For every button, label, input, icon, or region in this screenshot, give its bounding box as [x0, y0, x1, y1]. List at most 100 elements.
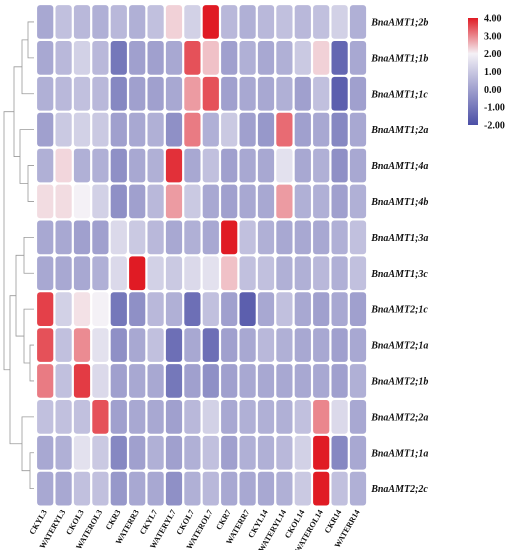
heatmap-cell [37, 292, 54, 326]
heatmap-cell [221, 41, 238, 75]
heatmap-cell [73, 435, 91, 470]
heatmap-cell [202, 148, 219, 183]
heatmap-cell [129, 364, 146, 398]
heatmap-cell [184, 400, 201, 434]
heatmap-cell [37, 471, 54, 506]
row-labels: BnaAMT1;2b BnaAMT1;1b BnaAMT1;1c BnaAMT1;2a… [370, 17, 428, 495]
dendrogram-branch [19, 129, 34, 184]
heatmap-cell [37, 112, 54, 147]
heatmap-cell [184, 112, 201, 147]
heatmap-cell [349, 41, 367, 75]
heatmap-cell [165, 220, 183, 255]
heatmap-cell [221, 76, 238, 111]
heatmap-cell [184, 471, 201, 506]
heatmap-cell [349, 112, 367, 147]
heatmap-cell [294, 112, 311, 147]
heatmap-cell [129, 112, 146, 147]
heatmap-cell [55, 5, 72, 39]
heatmap-cell [165, 76, 183, 111]
heatmap-cell [313, 41, 330, 75]
heatmap-cell [184, 220, 201, 255]
heatmap-cell [37, 435, 54, 470]
heatmap-cell [313, 364, 330, 398]
heatmap-cell [276, 328, 293, 362]
heatmap-cell [221, 148, 238, 183]
heatmap-cell [55, 471, 72, 506]
heatmap-cell [92, 400, 109, 434]
heatmap-cell [276, 76, 293, 111]
heatmap-cell [331, 184, 348, 219]
heatmap-cell [92, 292, 109, 326]
heatmap-cell [221, 471, 238, 506]
row-label: BnaAMT1;2a [370, 125, 428, 136]
heatmap-cell [257, 292, 275, 326]
heatmap-cell [37, 148, 54, 183]
heatmap-cell [257, 435, 275, 470]
heatmap-cell [294, 5, 311, 39]
heatmap-cell [257, 5, 275, 39]
heatmap-cell [313, 5, 330, 39]
heatmap-cell [257, 220, 275, 255]
heatmap-cell [276, 148, 293, 183]
row-label: BnaAMT2;1a [370, 341, 428, 352]
heatmap-cell [221, 5, 238, 39]
heatmap-cell [239, 220, 256, 255]
heatmap-cell [147, 5, 164, 39]
heatmap-cell [37, 400, 54, 434]
heatmap-cell [92, 220, 109, 255]
color-scale-bar [468, 18, 478, 125]
heatmap-cell [202, 112, 219, 147]
heatmap-cell [331, 400, 348, 434]
heatmap-cell [184, 148, 201, 183]
heatmap-cell [349, 184, 367, 219]
heatmap-cell [110, 256, 127, 291]
heatmap-cell [239, 184, 256, 219]
heatmap-cell [147, 148, 164, 183]
heatmap-cell [349, 76, 367, 111]
heatmap-cell [313, 76, 330, 111]
heatmap-cell [331, 5, 348, 39]
heatmap-cell [202, 292, 219, 326]
color-scale-ticks: 4.00 3.00 2.00 1.00 0.00 -1.00 -2.00 [484, 14, 505, 132]
heatmap-cell [294, 148, 311, 183]
heatmap-cell [129, 256, 146, 291]
heatmap-cell [331, 435, 348, 470]
heatmap-cell [165, 112, 183, 147]
heatmap-cell [276, 364, 293, 398]
heatmap-cell [73, 328, 91, 362]
heatmap-cell [73, 400, 91, 434]
heatmap-cell [110, 364, 127, 398]
heatmap-cell [202, 435, 219, 470]
heatmap-cell [184, 292, 201, 326]
heatmap-cell [331, 292, 348, 326]
row-label: BnaAMT1;1a [370, 448, 428, 459]
heatmap-cell [184, 256, 201, 291]
heatmap-cell [331, 76, 348, 111]
heatmap-cell [276, 471, 293, 506]
heatmap-cell [257, 400, 275, 434]
heatmap-cell [73, 292, 91, 326]
heatmap-cell [92, 184, 109, 219]
row-label: BnaAMT2;1b [370, 376, 428, 387]
heatmap-cell [184, 328, 201, 362]
heatmap-cell [147, 76, 164, 111]
heatmap-cell [92, 256, 109, 291]
heatmap-cell [349, 364, 367, 398]
heatmap-cell [276, 256, 293, 291]
heatmap-cell [92, 471, 109, 506]
heatmap-cell [294, 328, 311, 362]
heatmap-cell [55, 328, 72, 362]
heatmap-cell [184, 184, 201, 219]
heatmap-cell [221, 256, 238, 291]
heatmap-cell [313, 435, 330, 470]
heatmap-cell [239, 435, 256, 470]
heatmap-cell [129, 435, 146, 470]
row-label: BnaAMT1;2b [370, 17, 428, 28]
heatmap-cell [147, 471, 164, 506]
heatmap-cell [239, 112, 256, 147]
heatmap-cell [165, 41, 183, 75]
heatmap-cell [110, 328, 127, 362]
dendrogram-branch [29, 452, 34, 490]
heatmap-cell [73, 5, 91, 39]
